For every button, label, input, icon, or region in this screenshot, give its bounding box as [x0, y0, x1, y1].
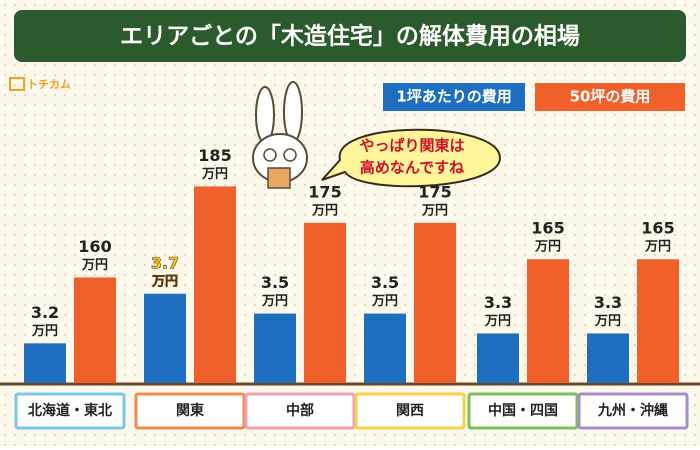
logo-icon	[9, 77, 25, 91]
value-label: 165	[531, 219, 564, 238]
category-box	[14, 392, 126, 430]
category-box	[244, 392, 356, 430]
value-label: 3.7	[151, 253, 179, 272]
bar	[24, 343, 66, 383]
value-unit: 万円	[594, 314, 621, 329]
bar	[254, 313, 296, 383]
x-tick-label: 関西	[396, 403, 424, 419]
value-label: 165	[641, 219, 674, 238]
value-label: 3.2	[31, 303, 59, 322]
value-label: 185	[198, 146, 231, 165]
bar	[304, 222, 346, 383]
bar	[527, 259, 569, 383]
value-unit: 万円	[484, 314, 511, 329]
bar	[477, 333, 519, 383]
category-box	[577, 392, 689, 430]
value-label: 175	[418, 182, 451, 201]
category-box	[134, 392, 246, 430]
value-unit: 万円	[644, 240, 671, 255]
value-unit: 万円	[201, 167, 228, 182]
logo: トチカム	[27, 78, 71, 91]
legend-box	[535, 83, 685, 111]
bar	[414, 222, 456, 383]
value-label: 3.3	[594, 293, 622, 312]
value-unit: 万円	[81, 258, 108, 273]
value-unit: 万円	[371, 294, 398, 309]
x-tick-label: 関東	[176, 402, 204, 419]
value-unit: 万円	[151, 274, 178, 289]
value-label: 3.5	[371, 273, 399, 292]
x-tick-label: 中国・四国	[488, 402, 558, 419]
speech-bubble	[321, 128, 502, 188]
category-box	[354, 392, 466, 430]
legend-box	[383, 83, 525, 111]
value-label: 3.5	[261, 273, 289, 292]
bar	[194, 186, 236, 383]
value-unit: 万円	[421, 203, 448, 218]
bar	[144, 293, 186, 383]
value-label: 3.3	[484, 293, 512, 312]
value-unit: 万円	[31, 324, 58, 339]
rabbit-illustration	[252, 81, 308, 189]
value-unit: 万円	[311, 203, 338, 218]
header	[14, 10, 686, 62]
legend-label: 1坪あたりの費用	[396, 88, 511, 106]
value-label: 160	[78, 237, 111, 256]
bubble-text: 高めなんですね	[360, 159, 464, 177]
bar	[364, 313, 406, 383]
category-box	[467, 392, 579, 430]
bar	[74, 277, 116, 383]
x-tick-label: 九州・沖縄	[597, 402, 668, 419]
bar	[637, 259, 679, 383]
x-tick-label: 中部	[286, 402, 314, 419]
bar	[587, 333, 629, 383]
bubble-text: やっぱり関東は	[359, 137, 464, 155]
x-tick-label: 北海道・東北	[28, 402, 112, 419]
legend-label: 50坪の費用	[570, 88, 651, 106]
value-unit: 万円	[534, 240, 561, 255]
value-label: 175	[308, 182, 341, 201]
value-unit: 万円	[261, 294, 288, 309]
chart-title: エリアごとの「木造住宅」の解体費用の相場	[120, 23, 580, 50]
